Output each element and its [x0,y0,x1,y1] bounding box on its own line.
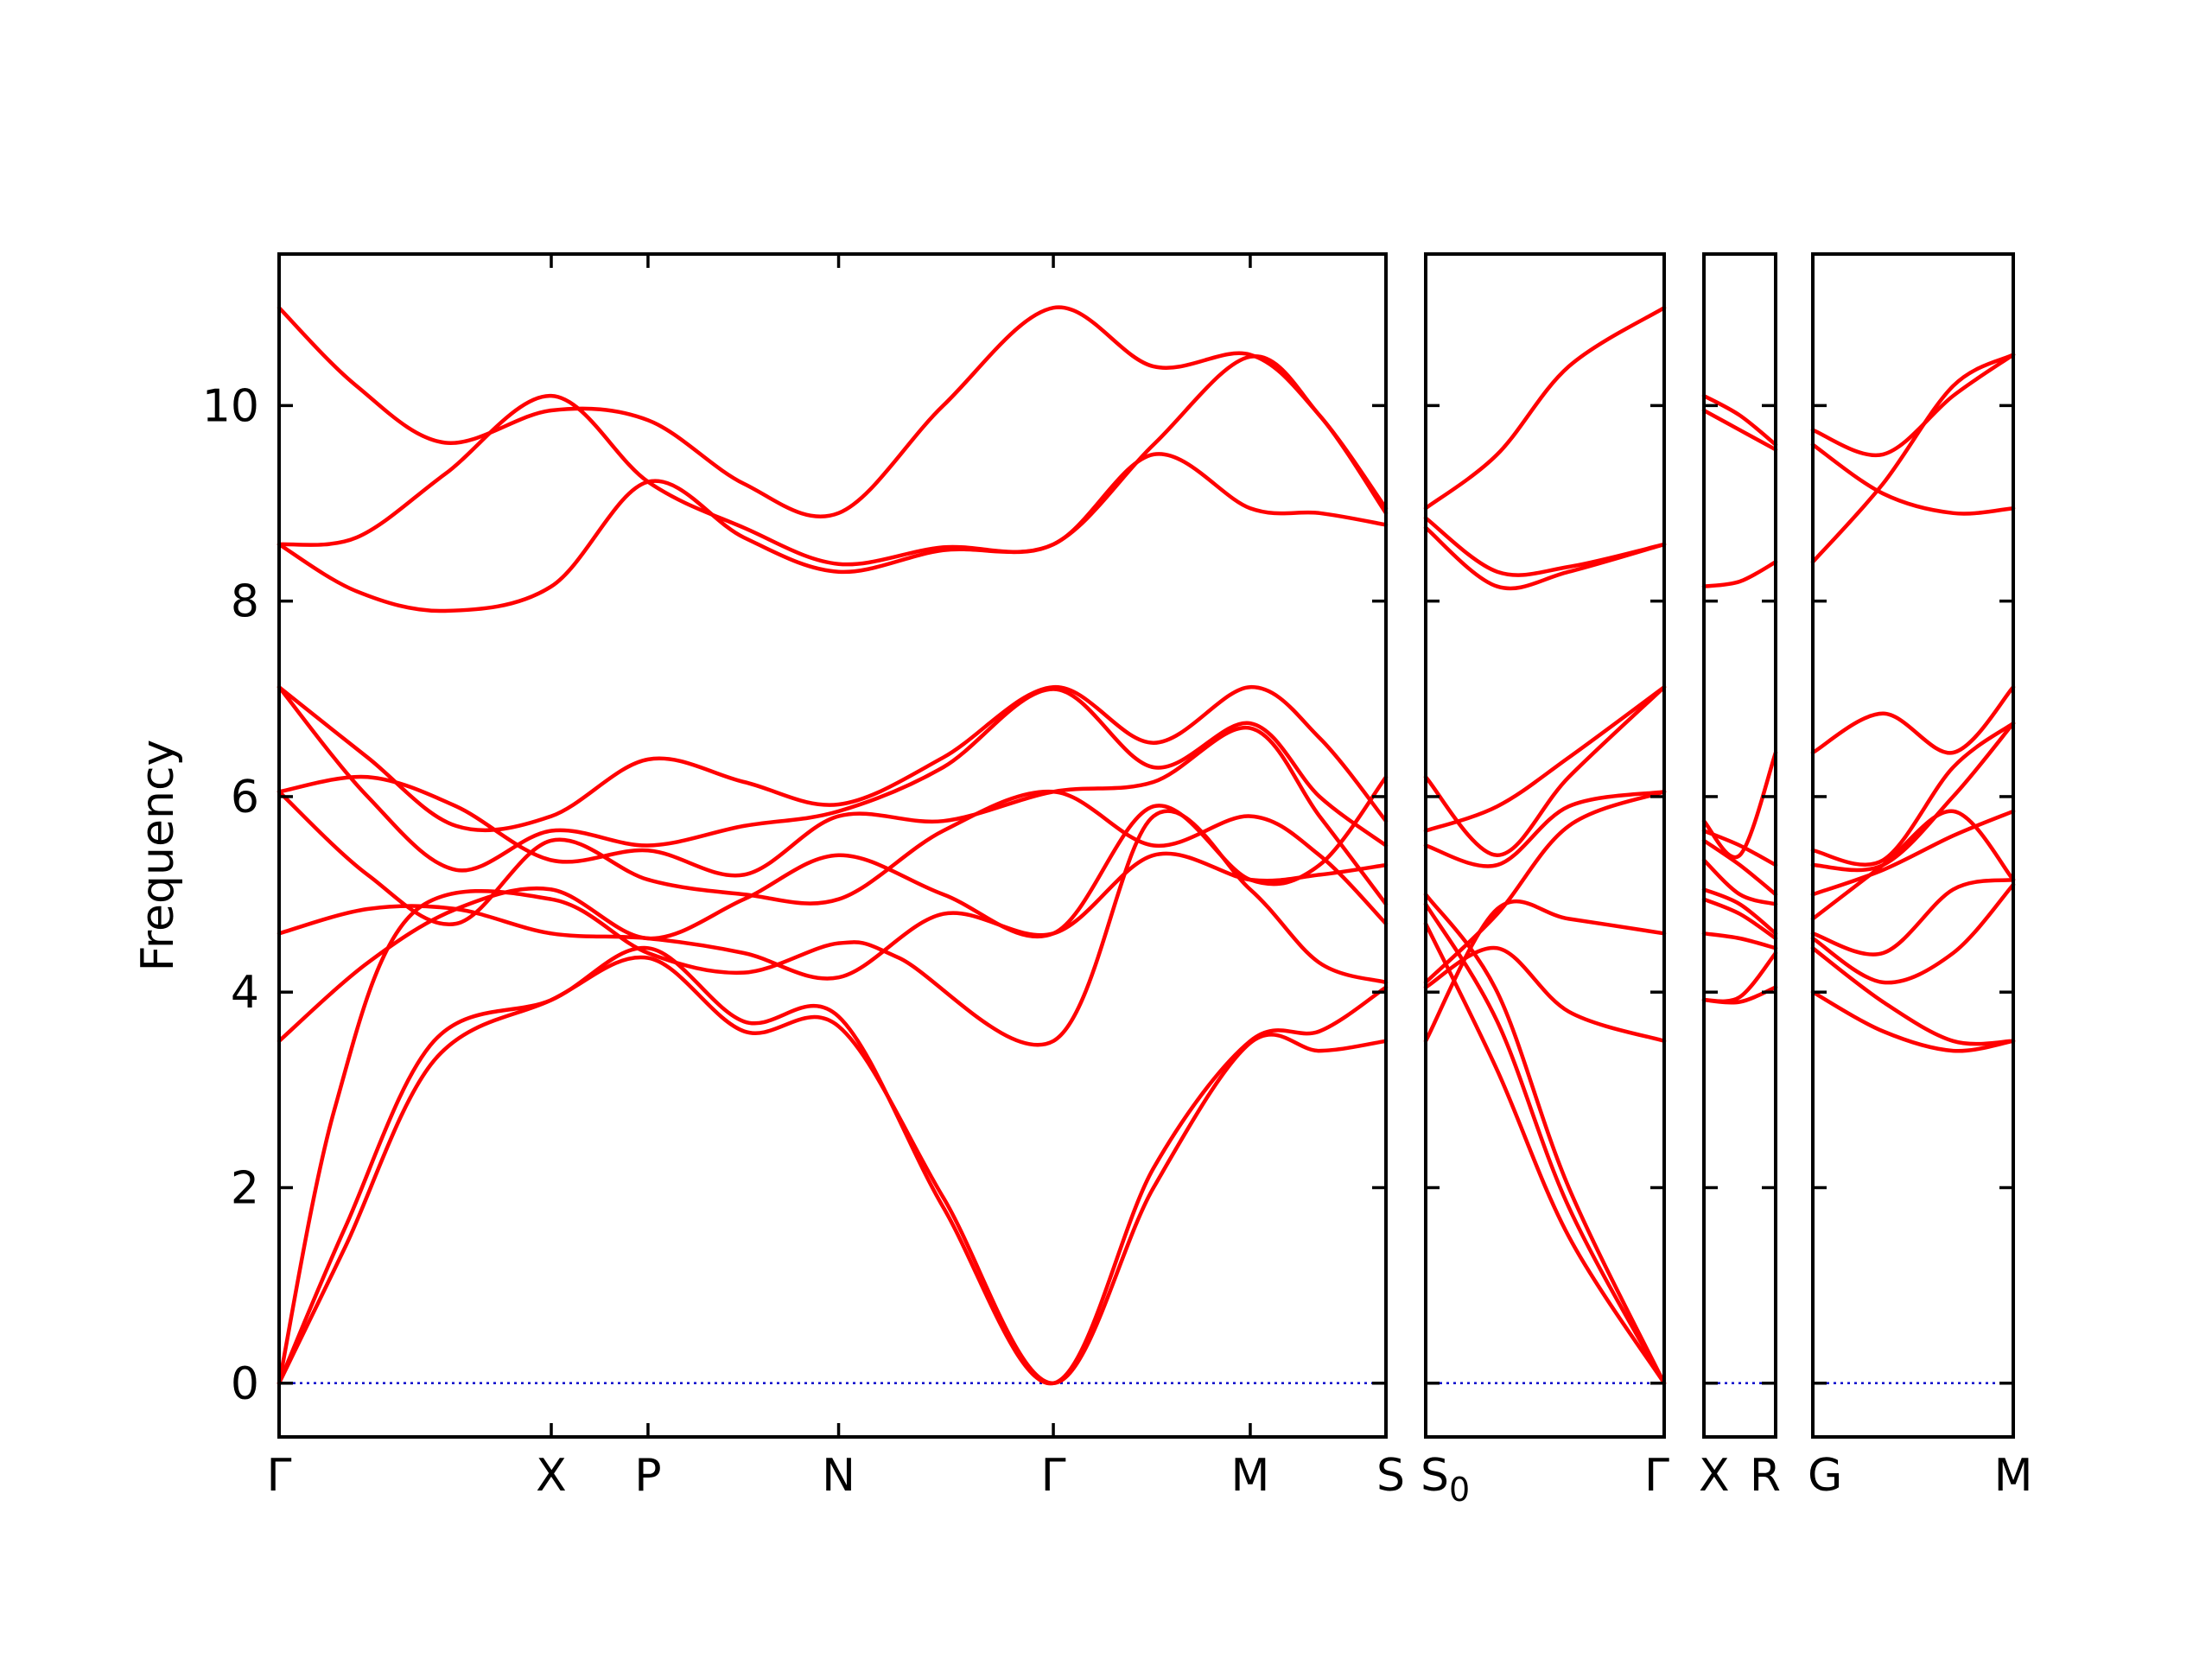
band-line [276,305,1389,519]
band-line [276,684,1389,873]
band-line [1701,897,1778,941]
band-line [1810,809,2016,897]
x-tick-label-subscript: 0 [1449,1471,1470,1509]
band-line [1701,887,1778,936]
x-tick-label: P [634,1450,661,1502]
band-line [1701,560,1778,588]
band-line [1810,989,2016,1053]
y-tick-label: 0 [231,1358,259,1410]
band-line [1810,946,2016,1046]
x-tick-label: G [1808,1450,1842,1502]
band-line [1701,393,1778,447]
band-line [1423,945,1667,1044]
band-line [276,946,1389,1386]
band-line [1810,721,2016,873]
band-line [276,354,1389,567]
panel-frame [1811,252,2015,1439]
x-tick-label: S0 [1421,1450,1470,1509]
y-tick-label: 4 [231,967,259,1019]
band-line [276,851,1389,981]
panel-2: S0 Γ [1421,252,1669,1509]
band-line [1423,684,1667,833]
band-line [1810,877,2016,957]
y-tick-label: 6 [231,772,259,823]
band-line [1701,829,1778,868]
bands-panel-1 [276,305,1389,1386]
band-line [1810,721,2016,867]
band-line [1423,899,1667,1044]
band-line [276,955,1389,1386]
band-line [1423,892,1667,1386]
panel-frame [1424,252,1666,1439]
x-tick-label: Γ [1041,1450,1066,1502]
bands-panel-4 [1810,353,2016,1053]
band-line [276,775,1389,1044]
x-tick-label: Γ [1644,1450,1669,1502]
panel-frame [1702,252,1777,1439]
x-tick-label: M [1231,1450,1270,1502]
band-line [1701,950,1778,1004]
band-line [276,789,1389,927]
x-tick-label: M [1994,1450,2033,1502]
x-tick-label: S [1376,1450,1405,1502]
y-axis-label: Frequency [132,740,184,972]
x-tick-label: Γ [267,1450,292,1502]
bands-panel-3 [1701,393,1778,1005]
band-line [276,452,1389,613]
band-line [1810,882,2016,985]
y-tick-labels: 0 2 4 6 8 10 [202,380,259,1409]
band-line [1701,408,1778,452]
y-tick-label: 10 [202,380,259,432]
x-tick-label: R [1750,1450,1781,1502]
y-tick-label: 8 [231,576,259,628]
band-line [1701,838,1778,897]
x-tick-label: N [822,1450,855,1502]
band-line [1423,305,1667,511]
panel-frame [277,252,1388,1439]
band-line [1810,442,2016,516]
band-line [1423,790,1667,868]
band-line [1810,684,2016,755]
band-line [1810,809,2016,921]
bands-panel-2 [1423,305,1667,1386]
band-line [1423,902,1667,1386]
band-line [1423,525,1667,591]
x-tick-label: X [536,1450,567,1502]
band-line [1423,516,1667,577]
band-line [1423,921,1667,1386]
band-line [276,809,1389,1386]
band-line [1701,931,1778,950]
x-tick-label: X [1699,1450,1730,1502]
band-line [1701,750,1778,860]
band-line [1701,858,1778,906]
band-line [1810,353,2016,564]
band-line [276,726,1389,906]
y-tick-label: 2 [231,1162,259,1214]
band-line [276,684,1389,833]
